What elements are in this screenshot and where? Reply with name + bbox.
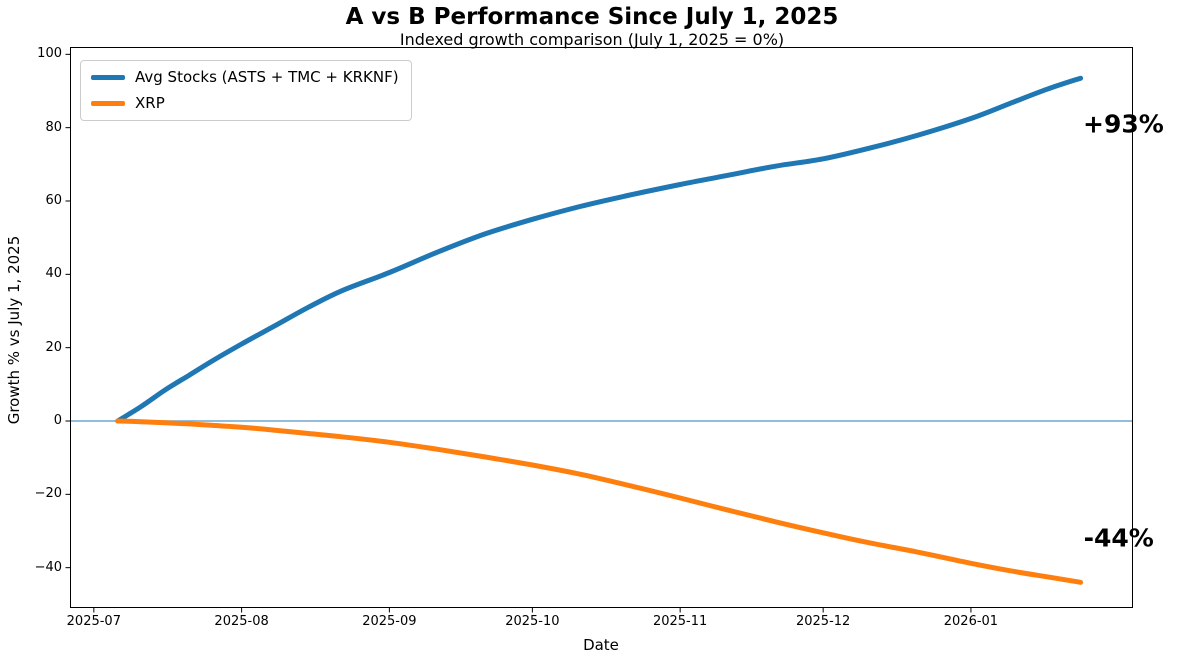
legend-label: XRP: [135, 94, 165, 112]
x-tick-label: 2026-01: [943, 614, 999, 629]
legend-entry: XRP: [91, 95, 399, 112]
x-tick-label: 2025-09: [362, 614, 417, 629]
y-tick-label: 0: [53, 413, 62, 428]
legend-entry: Avg Stocks (ASTS + TMC + KRKNF): [91, 69, 399, 86]
x-tick-label: 2025-08: [214, 614, 269, 629]
chart-title: A vs B Performance Since July 1, 2025: [345, 4, 839, 30]
legend-line-swatch: [91, 101, 125, 106]
y-tick-label: 100: [37, 46, 62, 62]
x-tick-label: 2025-11: [652, 614, 708, 629]
y-tick-label: −40: [34, 559, 62, 575]
x-tick-label: 2025-07: [66, 614, 121, 629]
y-tick-label: 80: [45, 119, 62, 135]
y-tick-label: 60: [45, 193, 62, 208]
chart-subtitle: Indexed growth comparison (July 1, 2025 …: [399, 30, 785, 49]
y-axis-label: Growth % vs July 1, 2025: [5, 235, 23, 425]
annotation-stocks-end: +93%: [1083, 109, 1164, 139]
series-line-xrp: [115, 418, 1084, 585]
plot-area: Avg Stocks (ASTS + TMC + KRKNF) XRP +93% …: [65, 47, 1164, 613]
annotation-xrp-end: -44%: [1083, 523, 1154, 553]
y-tick-label: 40: [45, 266, 62, 282]
axes-spines: [70, 47, 1133, 608]
plot-canvas: [65, 47, 1133, 613]
x-tick-label: 2025-10: [505, 614, 560, 629]
y-tick-label: −20: [34, 486, 62, 502]
series-line-stocks: [115, 75, 1084, 424]
legend: Avg Stocks (ASTS + TMC + KRKNF) XRP: [80, 60, 412, 121]
x-tick-label: 2025-12: [795, 614, 851, 629]
legend-label: Avg Stocks (ASTS + TMC + KRKNF): [135, 68, 399, 86]
y-tick-label: 20: [45, 339, 62, 355]
x-axis-label: Date: [583, 636, 619, 654]
legend-line-swatch: [91, 75, 125, 80]
